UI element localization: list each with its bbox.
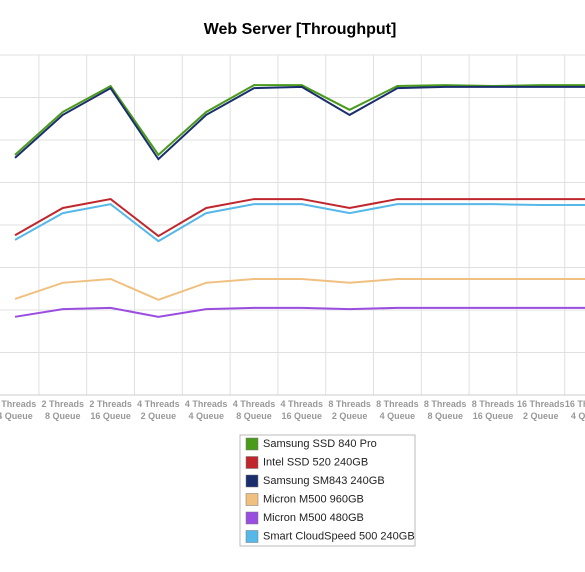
x-tick-label: 4 Threads 8 Queue: [233, 399, 276, 421]
x-tick-label-line: 2 Queue: [332, 411, 368, 421]
legend-label: Smart CloudSpeed 500 240GB: [263, 530, 415, 542]
x-tick-label-line: 8 Queue: [236, 411, 272, 421]
x-tick-label-line: 2 Threads: [0, 399, 36, 409]
legend-swatch: [245, 530, 259, 543]
x-tick-label-line: 16 Threads: [517, 399, 565, 409]
series-line: [14, 85, 585, 161]
x-tick-label: 8 Threads 4 Queue: [376, 399, 419, 421]
legend-swatch: [245, 493, 259, 506]
x-tick-label-line: 4 Queue: [571, 411, 585, 421]
x-tick-label-line: 4 Threads: [281, 399, 324, 409]
legend-label: Micron M500 960GB: [263, 493, 364, 505]
x-tick-label-line: 8 Queue: [45, 411, 81, 421]
x-tick-label: 8 Threads 16 Queue: [472, 399, 515, 421]
x-tick-label-line: 4 Threads: [185, 399, 228, 409]
x-tick-label: 16 Threads 2 Queue: [517, 399, 565, 421]
chart-title: Web Server [Throughput]: [204, 21, 397, 38]
x-tick-label-line: 8 Threads: [328, 399, 371, 409]
x-tick-label: 2 Threads 8 Queue: [42, 399, 85, 421]
x-tick-label: 8 Threads 8 Queue: [424, 399, 467, 421]
x-tick-label: 4 Threads 2 Queue: [137, 399, 180, 421]
legend-label: Intel SSD 520 240GB: [263, 456, 368, 468]
x-tick-label: 2 Threads 16 Queue: [89, 399, 132, 421]
legend-swatch: [245, 437, 259, 451]
x-tick-label-line: 16 Queue: [282, 411, 323, 421]
x-tick-label-line: 2 Queue: [141, 411, 177, 421]
legend-swatch: [245, 474, 259, 488]
series-line: [14, 306, 585, 318]
series-line: [14, 84, 585, 157]
x-tick-label: 8 Threads 2 Queue: [328, 399, 371, 421]
series-line: [14, 277, 585, 301]
x-tick-label-line: 2 Threads: [42, 399, 85, 409]
series-line: [14, 203, 585, 243]
x-tick-label-line: 8 Queue: [427, 411, 463, 421]
x-tick-label: 2 Threads 4 Queue: [0, 399, 36, 421]
x-tick-label-line: 4 Queue: [380, 411, 416, 421]
x-tick-label-line: 4 Queue: [188, 411, 224, 421]
x-tick-label-line: 2 Queue: [523, 411, 559, 421]
x-tick-label-line: 2 Threads: [89, 399, 132, 409]
x-tick-label: 4 Threads 16 Queue: [281, 399, 324, 421]
x-tick-label-line: 8 Threads: [424, 399, 467, 409]
x-tick-label-line: 4 Queue: [0, 411, 33, 421]
legend-swatch: [245, 456, 259, 469]
legend-box: [239, 434, 416, 547]
legend-label: Samsung SM843 240GB: [263, 475, 385, 487]
x-tick-label: 16 Threads 4 Queue: [565, 399, 585, 421]
x-tick-label-line: 8 Threads: [472, 399, 515, 409]
legend-label: Micron M500 480GB: [263, 512, 364, 524]
legend-swatch: [245, 511, 259, 525]
x-tick-label-line: 4 Threads: [233, 399, 276, 409]
x-tick-label-line: 16 Queue: [90, 411, 131, 421]
series-line: [14, 198, 585, 238]
x-tick-label-line: 4 Threads: [137, 399, 180, 409]
x-tick-label-line: 8 Threads: [376, 399, 419, 409]
x-tick-label-line: 16 Queue: [473, 411, 514, 421]
x-tick-label: 4 Threads 4 Queue: [185, 399, 228, 421]
x-tick-label-line: 16 Threads: [565, 399, 585, 409]
legend-label: Samsung SSD 840 Pro: [263, 438, 377, 450]
